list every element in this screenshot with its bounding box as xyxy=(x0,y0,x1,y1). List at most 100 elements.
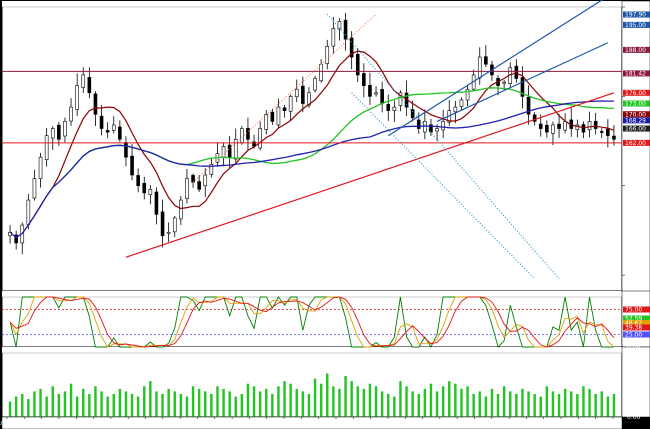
volume-bar xyxy=(600,391,603,417)
stoch-level-tag xyxy=(623,306,650,313)
x-tick-label: Сен 7 xyxy=(258,420,276,427)
x-tick-label: 15 xyxy=(592,420,600,427)
candle-body xyxy=(362,73,366,86)
x-tick-label: 15 xyxy=(540,420,548,427)
volume-bar xyxy=(246,383,250,417)
candle-body xyxy=(57,124,61,140)
volume-bar xyxy=(570,391,573,417)
x-tick-label: 28 xyxy=(471,420,479,427)
volume-bar xyxy=(33,391,36,417)
candle-body xyxy=(185,178,189,200)
volume-bar xyxy=(258,391,262,417)
volume-bar xyxy=(606,396,610,417)
candle-body xyxy=(502,81,506,84)
candle-body xyxy=(26,199,31,225)
volume-bar xyxy=(338,388,341,417)
candle-body xyxy=(575,124,580,131)
volume-bar xyxy=(149,381,152,417)
volume-bar xyxy=(521,388,524,417)
price-panel-title: Data xyxy=(4,1,20,8)
candle-body xyxy=(258,128,262,149)
price-hline-label: 182 xyxy=(4,65,16,72)
price-panel-header xyxy=(2,1,622,7)
candles xyxy=(8,13,616,255)
candle-body xyxy=(136,175,140,187)
candle-body xyxy=(453,106,458,113)
candle-body xyxy=(93,93,98,115)
candle-body xyxy=(563,121,567,131)
price-value-label: 170.00 xyxy=(625,111,646,118)
candle-body xyxy=(130,155,134,176)
volume-bar xyxy=(588,388,591,417)
volume-bar xyxy=(143,386,146,417)
x-tick-label: 22 xyxy=(609,420,617,427)
volume-bar xyxy=(155,391,158,417)
x-tick-label: Авг 3 xyxy=(189,420,206,427)
candle-body xyxy=(593,120,598,129)
candle-body xyxy=(14,234,18,244)
volume-bar xyxy=(393,396,396,417)
volume-panel-header xyxy=(2,347,622,353)
volume-bar xyxy=(509,391,512,417)
fan-line-1 xyxy=(192,13,377,183)
stoch-value-tag xyxy=(623,324,650,331)
candle-body xyxy=(276,106,281,126)
volume-bar xyxy=(63,391,67,417)
volume-bar xyxy=(106,396,109,417)
volume-bar xyxy=(222,388,225,417)
candle-body xyxy=(459,99,464,107)
candle-body xyxy=(124,142,128,158)
price-value-label: 181.42 xyxy=(625,70,646,77)
candle-body xyxy=(551,124,555,134)
x-tick-label: 21 xyxy=(280,420,288,427)
volume-panel-axis xyxy=(621,346,650,418)
candle-body xyxy=(44,135,49,160)
candle-body xyxy=(69,106,73,122)
candle-body xyxy=(606,128,610,137)
price-ytick-label: 150.00 xyxy=(627,183,648,190)
volume-ytick-label: 0.00 xyxy=(627,414,641,421)
candle-body xyxy=(612,135,616,140)
candle-body xyxy=(142,183,147,194)
candle-body xyxy=(63,121,67,137)
candle-body xyxy=(416,119,421,129)
volume-bar xyxy=(39,388,42,417)
volume-bar xyxy=(362,388,366,417)
volume-bar xyxy=(179,393,183,417)
price-value-label: 173.00 xyxy=(625,101,646,108)
volume-bar xyxy=(435,391,439,417)
price-ytick-label: 175.00 xyxy=(627,93,648,100)
candle-body xyxy=(325,46,330,64)
stoch-level-tag xyxy=(623,331,650,338)
volume-bar xyxy=(124,391,128,417)
volume-bar xyxy=(411,391,414,417)
candle-body xyxy=(99,115,104,129)
volume-bar xyxy=(582,386,585,417)
candle-body xyxy=(410,109,415,119)
volume-bar xyxy=(283,381,286,417)
candle-body xyxy=(227,144,232,158)
candle-body xyxy=(484,56,488,65)
volume-bar xyxy=(490,388,494,417)
volume-bar xyxy=(594,393,597,417)
x-tick-label: 24 xyxy=(228,420,236,427)
candle-body xyxy=(386,104,391,111)
volume-bar xyxy=(265,388,268,417)
candle-body xyxy=(154,191,159,215)
stoch-value-label: 48.62 xyxy=(625,320,642,327)
candle-body xyxy=(179,199,183,220)
volume-panel xyxy=(1,346,623,418)
volume-bar xyxy=(502,386,506,417)
candle-body xyxy=(514,65,519,79)
volume-bar xyxy=(460,388,463,417)
candle-body xyxy=(331,28,336,47)
candle-body xyxy=(197,181,201,190)
volume-bar xyxy=(204,391,207,417)
stoch-k-line xyxy=(9,296,614,348)
candle-body xyxy=(599,131,604,133)
x-tick-label: Май 4 xyxy=(32,420,51,427)
volume-bar xyxy=(515,393,518,417)
volume-bar xyxy=(350,381,353,417)
price-panel xyxy=(1,0,623,294)
stoch-value-tag xyxy=(623,320,650,326)
